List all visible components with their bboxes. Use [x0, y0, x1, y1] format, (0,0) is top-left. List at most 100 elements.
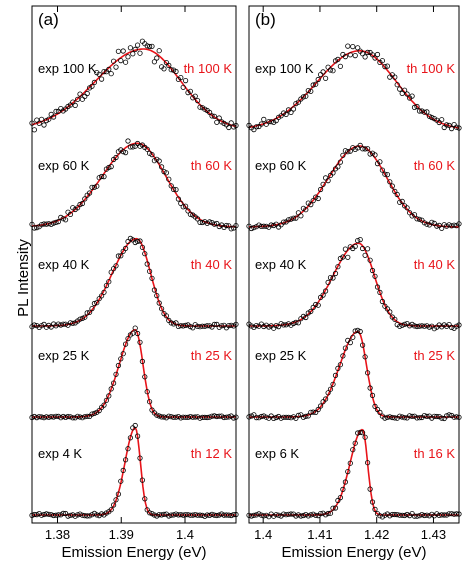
exp-point [192, 414, 198, 420]
exp-point [411, 513, 418, 519]
exp-point [111, 58, 117, 64]
exp-point [168, 183, 174, 189]
exp-point [89, 184, 95, 190]
exp-point [322, 75, 329, 81]
exp-point [41, 221, 47, 227]
exp-point [190, 512, 196, 518]
exp-point [399, 322, 405, 328]
exp-point [310, 82, 316, 88]
exp-point [310, 198, 316, 204]
exp-point [82, 314, 88, 320]
exp-point [278, 321, 284, 327]
exp-point [364, 49, 371, 56]
exp-point [367, 385, 373, 391]
exp-point [315, 76, 321, 83]
exp-point [389, 183, 395, 189]
exp-point [406, 210, 413, 216]
exp-point [79, 315, 86, 321]
exp-point [278, 415, 284, 421]
exp-point [434, 223, 440, 229]
exp-point [144, 146, 150, 152]
exp-point [431, 413, 437, 419]
exp-point [364, 146, 371, 152]
spectrum-4: exp 4 K th 12 K [29, 422, 239, 519]
exp-point [273, 118, 279, 124]
exp-point [135, 42, 141, 48]
exp-point [342, 148, 348, 154]
exp-point [166, 513, 172, 519]
exp-point [384, 63, 390, 69]
exp-point [387, 414, 393, 420]
exp-point [211, 321, 217, 327]
spectrum-0: exp 100 K th 100 K [29, 38, 239, 133]
exp-point [315, 195, 321, 202]
exp-point [53, 413, 59, 419]
exp-point [101, 174, 107, 180]
exp-point [342, 345, 348, 351]
exp-point [34, 117, 40, 123]
exp-point [355, 327, 361, 333]
exp-point [43, 414, 50, 420]
exp-point [293, 101, 299, 107]
theory-curve [249, 428, 459, 516]
exp-point [82, 512, 88, 519]
exp-point [132, 239, 138, 246]
exp-point [362, 354, 368, 360]
exp-label: exp 40 K [38, 257, 90, 272]
exp-point [139, 477, 145, 483]
exp-point [178, 200, 184, 206]
exp-point [355, 238, 361, 244]
exp-point [139, 358, 145, 364]
exp-point [293, 319, 299, 325]
exp-point [211, 413, 217, 419]
exp-point [183, 322, 189, 328]
exp-point [436, 512, 442, 519]
exp-point [166, 413, 172, 419]
exp-point [394, 82, 400, 88]
exp-point [209, 511, 215, 518]
exp-point [379, 298, 385, 305]
exp-point [266, 324, 272, 330]
exp-point [173, 187, 179, 193]
exp-point [70, 99, 76, 105]
exp-point [443, 512, 450, 518]
exp-point [187, 88, 193, 94]
exp-point [305, 88, 311, 94]
exp-point [190, 414, 196, 420]
exp-point [399, 414, 405, 420]
exp-point [300, 313, 306, 319]
exp-point [337, 63, 343, 69]
exp-point [173, 511, 179, 517]
exp-point [335, 56, 341, 63]
exp-point [108, 269, 114, 275]
exp-point [223, 222, 229, 229]
exp-point [308, 409, 314, 415]
exp-point [439, 512, 445, 518]
exp-point [258, 512, 264, 518]
exp-label: exp 40 K [255, 257, 307, 272]
exp-point [185, 414, 191, 420]
exp-point [364, 460, 371, 466]
exp-point [350, 334, 356, 340]
exp-point [207, 512, 213, 519]
exp-point [273, 414, 279, 421]
exp-point [123, 59, 129, 65]
exp-point [84, 513, 90, 519]
exp-point [290, 320, 297, 327]
exp-point [401, 415, 408, 421]
exp-point [65, 513, 71, 519]
exp-point [325, 178, 331, 184]
exp-point [130, 144, 136, 150]
exp-point [166, 176, 172, 182]
exp-point [197, 415, 203, 421]
exp-point [214, 413, 220, 420]
exp-point [204, 323, 210, 329]
exp-point [345, 468, 351, 475]
exp-point [283, 414, 289, 420]
exp-point [310, 511, 316, 517]
exp-point [99, 511, 105, 517]
exp-point [168, 414, 174, 420]
exp-point [199, 323, 205, 329]
exp-point [99, 293, 105, 299]
exp-point [295, 210, 301, 216]
